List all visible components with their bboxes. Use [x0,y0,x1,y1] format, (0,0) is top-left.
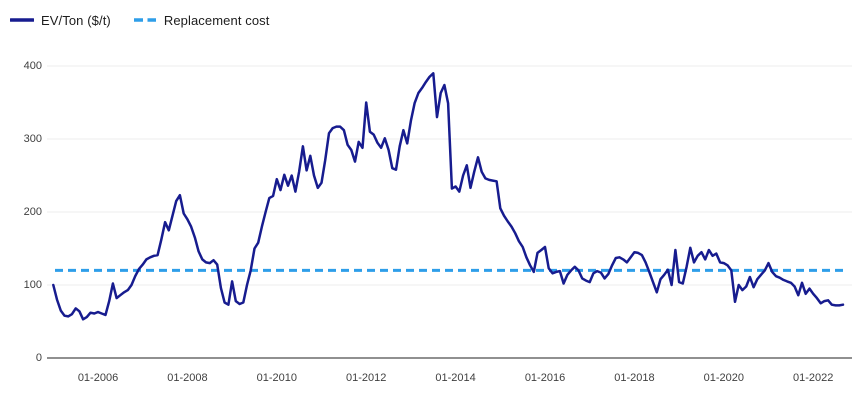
y-tick-label: 200 [23,206,42,218]
y-tick-label: 100 [23,279,42,291]
legend-label-replacement-cost: Replacement cost [163,12,270,28]
chart-legend: EV/Ton ($/t) Replacement cost [10,10,270,30]
y-tick-label: 0 [35,352,42,364]
legend-label-ev-ton: EV/Ton ($/t) [41,12,111,28]
x-tick-label: 01-2020 [703,372,744,384]
ev-ton-line [52,72,845,321]
solid-line-swatch-icon [10,18,34,22]
y-tick-label: 400 [23,60,42,72]
dashed-line-swatch-icon [133,18,156,22]
legend-item-replacement-cost: Replacement cost [133,13,270,28]
x-tick-label: 01-2012 [346,372,387,384]
x-tick-label: 01-2022 [793,372,834,384]
legend-item-ev-ton: EV/Ton ($/t) [10,13,111,28]
x-tick-label: 01-2006 [77,372,119,384]
y-tick-label: 300 [23,133,42,145]
x-tick-label: 01-2014 [435,372,476,384]
x-tick-label: 01-2010 [256,372,297,384]
x-tick-label: 01-2008 [167,372,208,384]
x-tick-label: 01-2018 [614,372,655,384]
x-tick-label: 01-2016 [524,372,566,384]
